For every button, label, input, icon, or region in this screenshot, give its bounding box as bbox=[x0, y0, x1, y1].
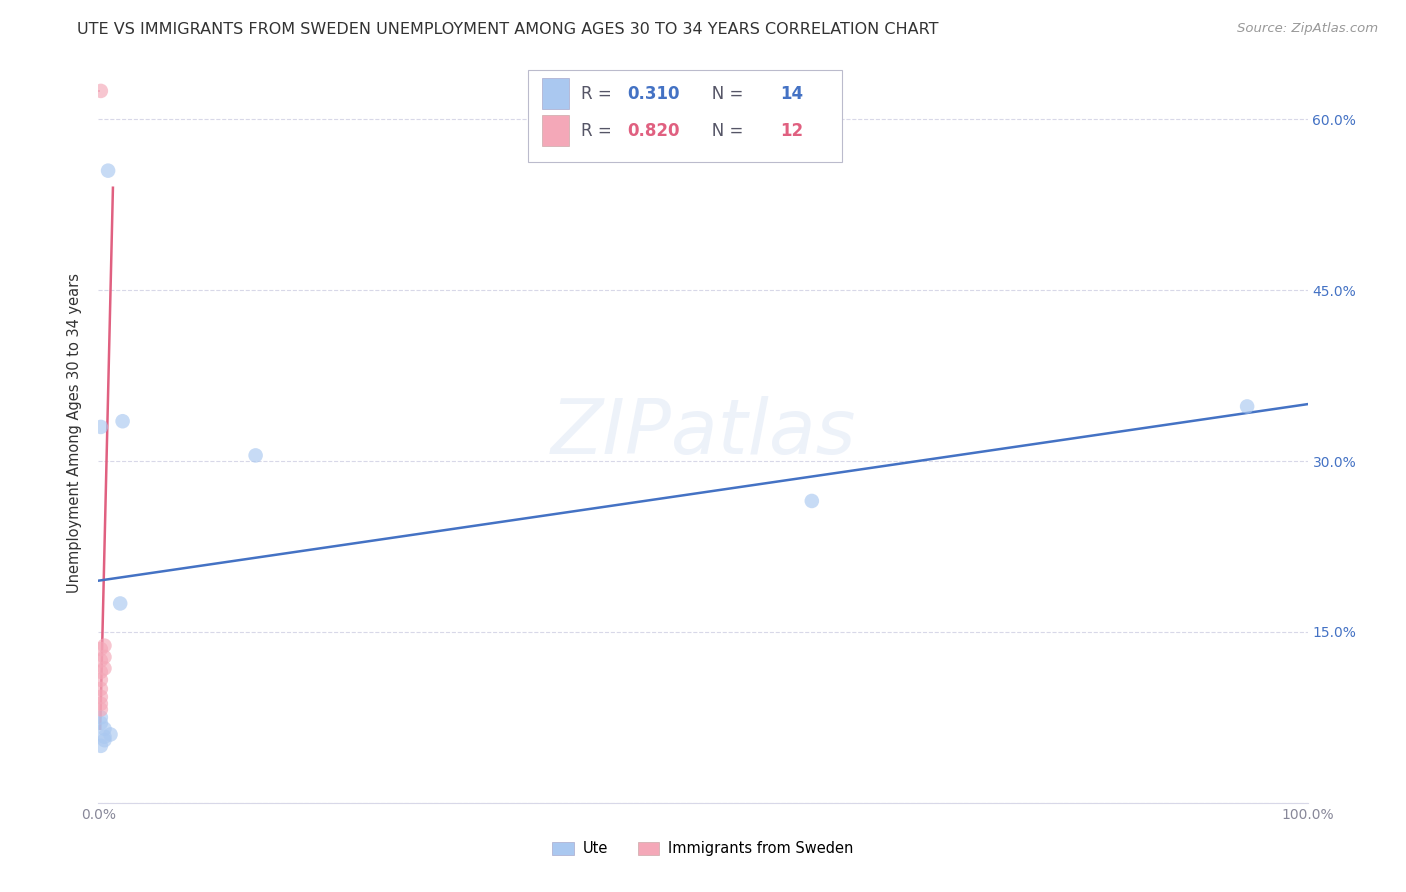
Point bbox=[93, 639, 115, 653]
Text: R =: R = bbox=[581, 85, 617, 103]
Point bbox=[93, 722, 115, 736]
Point bbox=[90, 642, 112, 657]
Point bbox=[111, 414, 134, 428]
Y-axis label: Unemployment Among Ages 30 to 34 years: Unemployment Among Ages 30 to 34 years bbox=[67, 273, 83, 592]
Text: N =: N = bbox=[696, 85, 748, 103]
Text: ZIPatlas: ZIPatlas bbox=[550, 396, 856, 469]
Point bbox=[90, 84, 112, 98]
Text: 12: 12 bbox=[780, 121, 803, 139]
Point bbox=[100, 727, 122, 741]
Point bbox=[90, 653, 112, 667]
Text: 0.310: 0.310 bbox=[627, 85, 679, 103]
FancyBboxPatch shape bbox=[527, 70, 842, 162]
Point bbox=[93, 661, 115, 675]
Text: UTE VS IMMIGRANTS FROM SWEDEN UNEMPLOYMENT AMONG AGES 30 TO 34 YEARS CORRELATION: UTE VS IMMIGRANTS FROM SWEDEN UNEMPLOYME… bbox=[77, 22, 939, 37]
Point bbox=[90, 673, 112, 687]
Point bbox=[93, 733, 115, 747]
Point bbox=[1236, 400, 1258, 414]
Point bbox=[90, 697, 112, 711]
Text: N =: N = bbox=[696, 121, 748, 139]
Point bbox=[97, 163, 120, 178]
Bar bbox=[543, 115, 569, 146]
Text: Source: ZipAtlas.com: Source: ZipAtlas.com bbox=[1237, 22, 1378, 36]
Point bbox=[90, 665, 112, 679]
Point bbox=[90, 710, 112, 724]
Point bbox=[800, 494, 823, 508]
Text: 14: 14 bbox=[780, 85, 803, 103]
Legend: Ute, Immigrants from Sweden: Ute, Immigrants from Sweden bbox=[547, 836, 859, 863]
Point bbox=[108, 597, 131, 611]
Point bbox=[90, 420, 112, 434]
Point bbox=[90, 739, 112, 753]
Point bbox=[90, 702, 112, 716]
Point bbox=[93, 730, 115, 744]
Text: 0.820: 0.820 bbox=[627, 121, 679, 139]
Text: R =: R = bbox=[581, 121, 617, 139]
Point bbox=[90, 716, 112, 731]
Bar bbox=[543, 78, 569, 109]
Point bbox=[245, 449, 267, 463]
Point bbox=[90, 690, 112, 704]
Point bbox=[90, 681, 112, 696]
Point bbox=[93, 650, 115, 665]
